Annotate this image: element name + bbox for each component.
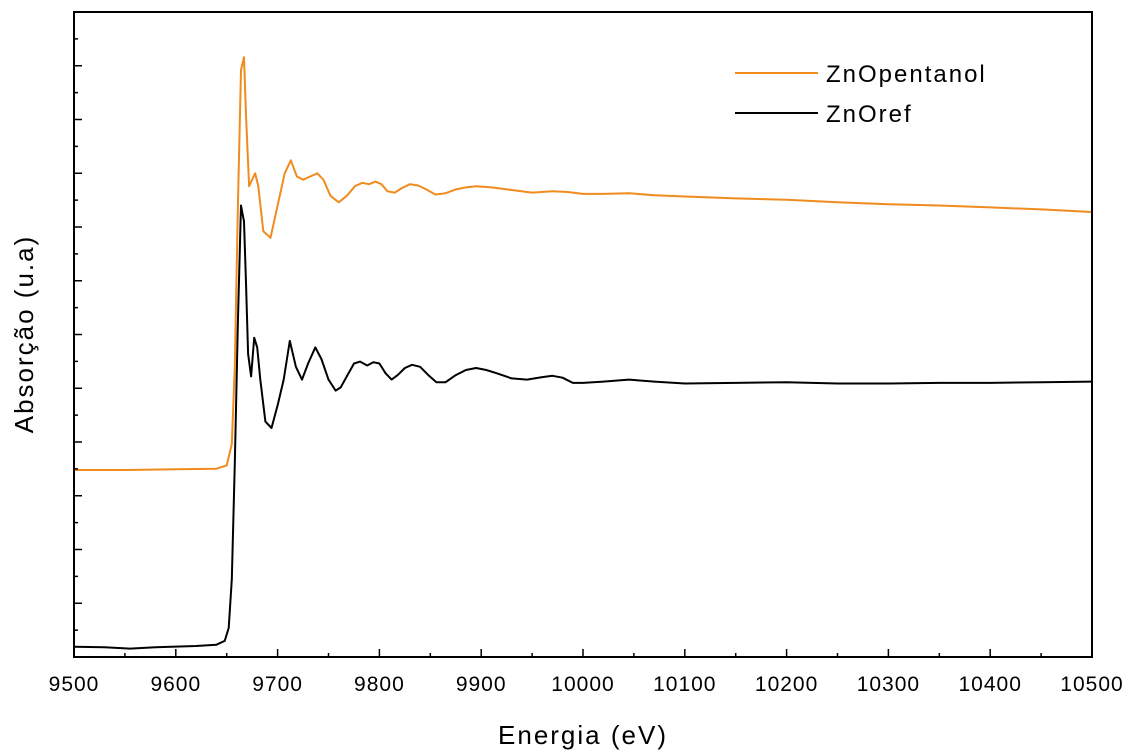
legend: ZnOpentanol ZnOref bbox=[735, 61, 987, 128]
series-line-znopentanol bbox=[74, 56, 1092, 471]
plot-frame bbox=[73, 11, 1093, 658]
x-tick-label: 10200 bbox=[755, 673, 818, 696]
series-line-znoref bbox=[74, 204, 1092, 650]
y-axis-ticks bbox=[74, 38, 82, 631]
legend-label-znoref: ZnOref bbox=[826, 101, 913, 128]
x-tick-label: 10400 bbox=[958, 673, 1021, 696]
x-tick-label: 9900 bbox=[456, 673, 507, 696]
x-tick-label: 9500 bbox=[49, 673, 100, 696]
x-axis-title: Energia (eV) bbox=[498, 720, 668, 750]
x-tick-label: 9700 bbox=[252, 673, 303, 696]
series-layer bbox=[74, 56, 1092, 650]
x-tick-label: 9800 bbox=[354, 673, 405, 696]
y-axis-title: Absorção (u.a) bbox=[9, 235, 39, 434]
x-axis-ticks bbox=[73, 649, 1093, 657]
x-tick-label: 9600 bbox=[150, 673, 201, 696]
legend-label-znopentanol: ZnOpentanol bbox=[826, 61, 987, 88]
x-axis-tick-labels: 9500 9600 9700 9800 9900 10000 10100 10200 10300… bbox=[49, 673, 1123, 696]
x-tick-label: 10300 bbox=[857, 673, 920, 696]
x-tick-label: 10500 bbox=[1060, 673, 1123, 696]
x-tick-label: 10000 bbox=[551, 673, 614, 696]
x-tick-label: 10100 bbox=[653, 673, 716, 696]
